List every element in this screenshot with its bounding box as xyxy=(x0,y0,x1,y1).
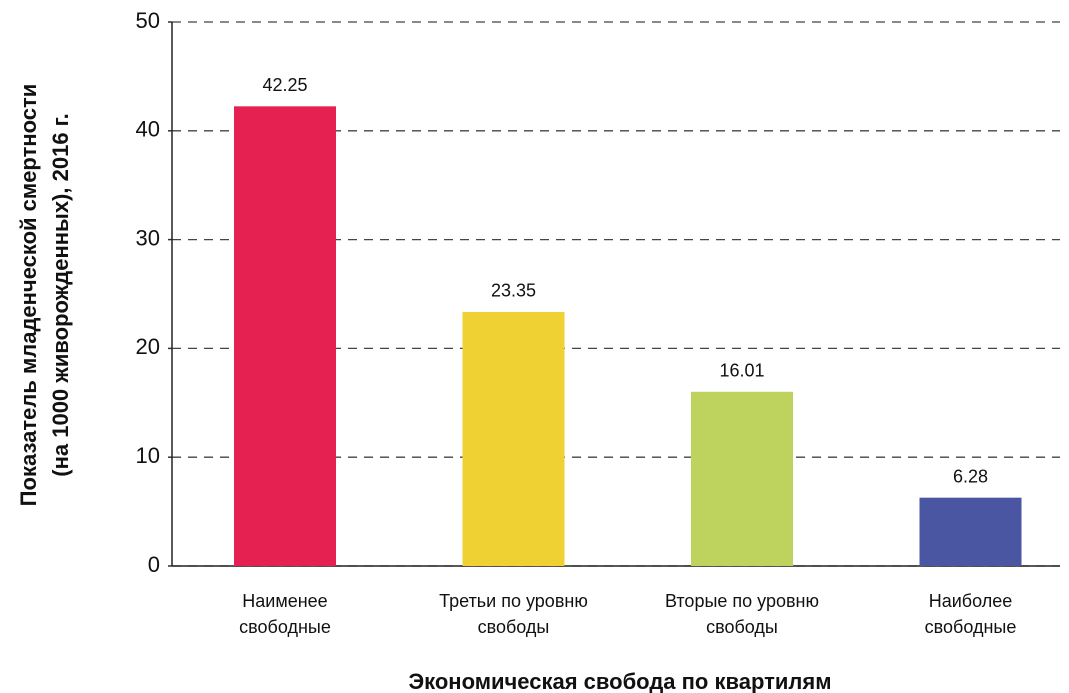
x-tick-label: Третьи по уровню xyxy=(439,591,588,611)
x-tick-label: Вторые по уровню xyxy=(665,591,819,611)
y-tick-label: 0 xyxy=(148,552,160,577)
bar xyxy=(234,106,336,566)
x-tick-label: свободы xyxy=(478,617,550,637)
x-tick-label: свободы xyxy=(706,617,778,637)
x-tick-label: свободные xyxy=(239,617,331,637)
y-tick-label: 50 xyxy=(136,8,160,33)
y-tick-label: 20 xyxy=(136,334,160,359)
y-tick-label: 30 xyxy=(136,225,160,250)
bar xyxy=(462,311,565,566)
value-label: 6.28 xyxy=(953,466,988,486)
x-tick-label: Наименее xyxy=(242,591,327,611)
y-tick-label: 40 xyxy=(136,117,160,142)
value-label: 16.01 xyxy=(719,361,764,381)
x-axis-title: Экономическая свобода по квартилям xyxy=(408,669,831,693)
bar xyxy=(919,497,1022,566)
y-tick-label: 10 xyxy=(136,443,160,468)
y-axis-title: Показатель младенческой смертности (на 1… xyxy=(16,84,73,507)
value-label: 42.25 xyxy=(262,75,307,95)
x-tick-label: Наиболее xyxy=(929,591,1013,611)
value-label: 23.35 xyxy=(491,281,536,301)
y-axis-title-line: Показатель младенческой смертности xyxy=(16,84,41,507)
bar xyxy=(691,391,793,566)
x-tick-label: свободные xyxy=(925,617,1017,637)
y-axis-title-line: (на 1000 живорожденных), 2016 г. xyxy=(48,113,73,476)
